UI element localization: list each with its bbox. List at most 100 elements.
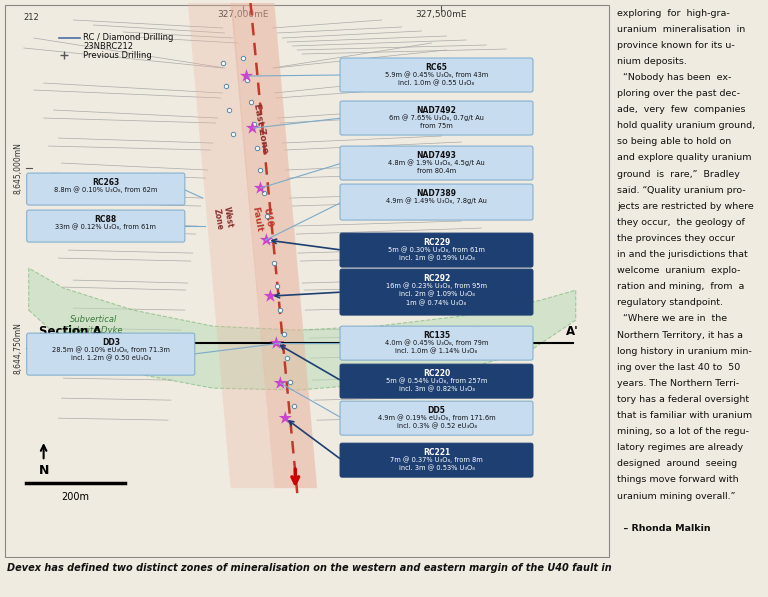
- Text: RC88: RC88: [94, 215, 117, 224]
- Point: [248, 119, 260, 129]
- FancyBboxPatch shape: [340, 269, 533, 315]
- Point: [58, 50, 70, 60]
- Point: [281, 353, 293, 363]
- Polygon shape: [28, 268, 576, 390]
- Point: [280, 413, 292, 423]
- FancyBboxPatch shape: [340, 58, 533, 92]
- Point: [244, 97, 257, 107]
- Point: [264, 291, 276, 301]
- Text: RC65: RC65: [425, 63, 448, 72]
- Polygon shape: [188, 3, 274, 488]
- Text: long history in uranium min-: long history in uranium min-: [617, 347, 752, 356]
- Text: 327,000mE: 327,000mE: [217, 10, 268, 19]
- Text: from 75m: from 75m: [420, 123, 453, 129]
- Text: NAD7492: NAD7492: [416, 106, 456, 115]
- Text: uranium  mineralisation  in: uranium mineralisation in: [617, 24, 746, 33]
- FancyBboxPatch shape: [27, 173, 185, 205]
- Text: jects are restricted by where: jects are restricted by where: [617, 202, 754, 211]
- Text: uranium mining overall.”: uranium mining overall.”: [617, 491, 736, 500]
- Text: 8,645,000mN: 8,645,000mN: [13, 142, 22, 194]
- Text: DD5: DD5: [428, 406, 445, 415]
- Point: [268, 259, 280, 268]
- Text: DD3: DD3: [102, 338, 120, 347]
- Text: incl. 3m @ 0.82% U₃O₈: incl. 3m @ 0.82% U₃O₈: [399, 386, 475, 393]
- Text: West
Zone: West Zone: [211, 206, 234, 230]
- Text: 1m @ 0.74% U₃O₈: 1m @ 0.74% U₃O₈: [406, 300, 467, 307]
- Text: regulatory standpoint.: regulatory standpoint.: [617, 298, 723, 307]
- Text: 23NBRC212: 23NBRC212: [84, 42, 134, 51]
- Text: 212: 212: [24, 13, 39, 22]
- Point: [288, 401, 300, 411]
- Text: RC263: RC263: [92, 178, 119, 187]
- Text: incl. 1.0m @ 0.55 U₃O₈: incl. 1.0m @ 0.55 U₃O₈: [399, 80, 475, 87]
- FancyBboxPatch shape: [340, 364, 533, 398]
- Text: in and the jurisdictions that: in and the jurisdictions that: [617, 250, 748, 259]
- Text: 327,500mE: 327,500mE: [415, 10, 467, 19]
- Point: [260, 235, 273, 245]
- Point: [223, 105, 235, 115]
- Text: NAD7493: NAD7493: [416, 151, 456, 160]
- FancyBboxPatch shape: [27, 210, 185, 242]
- Text: tory has a federal oversight: tory has a federal oversight: [617, 395, 750, 404]
- Text: RC135: RC135: [423, 331, 450, 340]
- Point: [258, 188, 270, 198]
- Text: RC292: RC292: [423, 274, 450, 283]
- Point: [274, 378, 286, 388]
- Text: incl. 3m @ 0.53% U₃O₈: incl. 3m @ 0.53% U₃O₈: [399, 465, 475, 472]
- Point: [220, 81, 232, 91]
- Text: said. “Quality uranium pro-: said. “Quality uranium pro-: [617, 186, 746, 195]
- Text: things move forward with: things move forward with: [617, 475, 739, 485]
- Text: exploring  for  high-gra-: exploring for high-gra-: [617, 8, 730, 17]
- Text: 8.8m @ 0.10% U₃O₈, from 62m: 8.8m @ 0.10% U₃O₈, from 62m: [54, 186, 157, 193]
- Text: NAD7389: NAD7389: [416, 189, 456, 198]
- Text: 8,644,750mN: 8,644,750mN: [13, 322, 22, 374]
- Text: ing over the last 40 to  50: ing over the last 40 to 50: [617, 363, 740, 372]
- Text: RC229: RC229: [423, 238, 450, 247]
- Text: Subvertical
Dolerite Dyke
(Drilling ineffective): Subvertical Dolerite Dyke (Drilling inef…: [51, 315, 135, 345]
- Text: they occur,  the geology of: they occur, the geology of: [617, 218, 745, 227]
- Text: incl. 0.3% @ 0.52 eU₃O₈: incl. 0.3% @ 0.52 eU₃O₈: [396, 423, 476, 430]
- Point: [284, 377, 296, 387]
- Point: [247, 123, 259, 133]
- Text: so being able to hold on: so being able to hold on: [617, 137, 732, 146]
- FancyBboxPatch shape: [340, 443, 533, 477]
- Point: [261, 211, 273, 221]
- Text: welcome  uranium  explo-: welcome uranium explo-: [617, 266, 741, 275]
- FancyBboxPatch shape: [340, 184, 533, 220]
- Point: [254, 183, 266, 193]
- Point: [251, 143, 263, 153]
- FancyBboxPatch shape: [340, 101, 533, 135]
- FancyBboxPatch shape: [340, 233, 533, 267]
- Text: from 80.4m: from 80.4m: [417, 168, 456, 174]
- Text: Northern Territory, it has a: Northern Territory, it has a: [617, 331, 743, 340]
- Text: incl. 1.0m @ 1.14% U₃O₈: incl. 1.0m @ 1.14% U₃O₈: [396, 348, 478, 355]
- Text: designed  around  seeing: designed around seeing: [617, 459, 737, 469]
- Point: [264, 235, 276, 245]
- Text: “Where we are in  the: “Where we are in the: [617, 315, 727, 324]
- Text: 33m @ 0.12% U₃O₈, from 61m: 33m @ 0.12% U₃O₈, from 61m: [55, 223, 156, 230]
- Text: and explore quality uranium: and explore quality uranium: [617, 153, 752, 162]
- Text: 7m @ 0.37% U₃O₈, from 8m: 7m @ 0.37% U₃O₈, from 8m: [390, 456, 483, 463]
- Text: province known for its u-: province known for its u-: [617, 41, 735, 50]
- Text: hold quality uranium ground,: hold quality uranium ground,: [617, 121, 756, 130]
- Text: Devex has defined two distinct zones of mineralisation on the western and easter: Devex has defined two distinct zones of …: [7, 563, 611, 573]
- Point: [240, 71, 253, 81]
- Text: RC / Diamond Drilling: RC / Diamond Drilling: [84, 33, 174, 42]
- Text: years. The Northern Terri-: years. The Northern Terri-: [617, 379, 740, 388]
- Text: N: N: [38, 464, 49, 477]
- Point: [227, 130, 239, 139]
- Text: RC220: RC220: [423, 369, 450, 378]
- Text: 5m @ 0.54% U₃O₈, from 257m: 5m @ 0.54% U₃O₈, from 257m: [386, 377, 487, 384]
- Text: nium deposits.: nium deposits.: [617, 57, 687, 66]
- Text: 16m @ 0.23% U₃O₈, from 95m: 16m @ 0.23% U₃O₈, from 95m: [386, 282, 487, 289]
- Text: ground  is  rare,”  Bradley: ground is rare,” Bradley: [617, 170, 740, 179]
- Text: ade,  very  few  companies: ade, very few companies: [617, 105, 746, 114]
- Text: Previous Drilling: Previous Drilling: [84, 51, 152, 60]
- Text: East Zone: East Zone: [252, 103, 270, 153]
- Point: [271, 281, 283, 291]
- Text: 4.9m @ 1.49% U₃O₈, 7.8g/t Au: 4.9m @ 1.49% U₃O₈, 7.8g/t Au: [386, 197, 487, 204]
- Text: mining, so a lot of the regu-: mining, so a lot of the regu-: [617, 427, 750, 436]
- Point: [217, 59, 229, 68]
- Text: 6m @ 7.65% U₃O₈, 0.7g/t Au: 6m @ 7.65% U₃O₈, 0.7g/t Au: [389, 114, 484, 121]
- Text: 4.9m @ 0.19% eU₃O₈, from 171.6m: 4.9m @ 0.19% eU₃O₈, from 171.6m: [378, 414, 495, 421]
